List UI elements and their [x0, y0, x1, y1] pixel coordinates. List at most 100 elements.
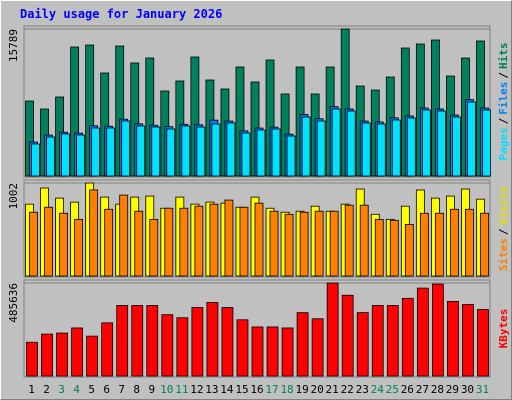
bar: [419, 212, 429, 277]
bar: [41, 333, 53, 377]
bar: [74, 218, 84, 277]
bar: [467, 101, 476, 177]
bar: [316, 120, 326, 177]
bar: [301, 116, 311, 177]
bar: [376, 123, 386, 177]
legend: Sites / Visits: [497, 186, 510, 272]
bar: [356, 312, 369, 377]
bar: [91, 127, 101, 177]
bar: [374, 218, 384, 277]
x-tick-label: 1: [28, 383, 35, 396]
x-tick-label: 7: [118, 383, 125, 396]
bar: [465, 208, 474, 277]
bar: [452, 116, 461, 177]
bar: [284, 213, 294, 277]
legend-separator: /: [497, 228, 510, 235]
bar: [59, 212, 68, 277]
bar: [434, 212, 444, 277]
bar: [134, 210, 144, 277]
bar: [236, 319, 249, 377]
bar: [389, 219, 399, 277]
bar: [344, 204, 354, 277]
legend-entry: Sites: [497, 238, 510, 271]
y-tick-label: 485636: [7, 283, 20, 323]
bar: [211, 123, 221, 177]
bar: [416, 287, 429, 377]
bar: [482, 109, 491, 177]
x-tick-label: 12: [190, 383, 203, 396]
x-tick-label: 6: [103, 383, 110, 396]
x-tick-label: 28: [431, 383, 444, 396]
bar: [61, 133, 70, 177]
bar: [206, 302, 219, 377]
x-tick-label: 14: [220, 383, 234, 396]
x-tick-label: 20: [311, 383, 324, 396]
bar: [44, 206, 53, 277]
x-tick-label: 15: [235, 383, 248, 396]
bar: [361, 122, 371, 177]
x-tick-label: 5: [88, 383, 95, 396]
bar: [116, 305, 129, 377]
bar: [266, 326, 279, 377]
bar: [164, 207, 174, 277]
bar: [341, 294, 354, 377]
x-tick-label: 26: [401, 383, 414, 396]
bar: [224, 199, 234, 277]
legend: Pages / Files / Hits: [497, 43, 510, 161]
bar: [86, 335, 99, 377]
x-tick-label: 29: [446, 383, 459, 396]
bar: [221, 307, 234, 377]
bar: [121, 120, 131, 177]
x-tick-label: 31: [476, 383, 489, 396]
bar: [26, 341, 38, 377]
bar: [194, 205, 204, 277]
x-tick-label: 27: [416, 383, 429, 396]
bar: [176, 317, 189, 377]
bar: [239, 206, 249, 277]
x-tick-label: 9: [148, 383, 155, 396]
bar: [226, 122, 236, 177]
bar: [386, 305, 399, 377]
bar: [281, 327, 294, 377]
x-tick-label: 24: [371, 383, 385, 396]
bar: [106, 127, 116, 177]
bar: [404, 223, 414, 277]
x-tick-label: 30: [461, 383, 474, 396]
bar: [462, 304, 474, 377]
x-tick-label: 22: [341, 383, 354, 396]
x-tick-label: 19: [295, 383, 308, 396]
y-tick-label: 15789: [7, 29, 20, 62]
bar: [331, 108, 341, 177]
bar: [371, 305, 384, 377]
x-tick-label: 23: [356, 383, 369, 396]
bar: [31, 143, 40, 177]
bar: [329, 210, 339, 277]
bar: [209, 203, 219, 277]
bar: [346, 110, 356, 177]
bar: [269, 210, 279, 277]
bar: [326, 282, 339, 377]
bar: [296, 312, 309, 377]
bar: [76, 134, 86, 177]
bar: [256, 129, 266, 177]
bar: [101, 322, 114, 377]
bar: [191, 307, 204, 377]
legend: KBytes: [497, 309, 510, 349]
bar: [271, 128, 281, 177]
x-tick-label: 13: [205, 383, 218, 396]
legend-entry: Files: [497, 82, 510, 115]
x-tick-label: 16: [250, 383, 263, 396]
bar: [401, 297, 414, 377]
bar: [56, 332, 68, 377]
bar: [104, 208, 114, 277]
chart-title: Daily usage for January 2026: [20, 7, 222, 21]
legend-entry: Visits: [497, 186, 510, 226]
legend-separator: /: [497, 117, 510, 124]
bar: [480, 212, 489, 277]
bar: [299, 211, 309, 277]
bar: [181, 125, 191, 177]
bar: [46, 136, 55, 177]
bar: [146, 305, 159, 377]
